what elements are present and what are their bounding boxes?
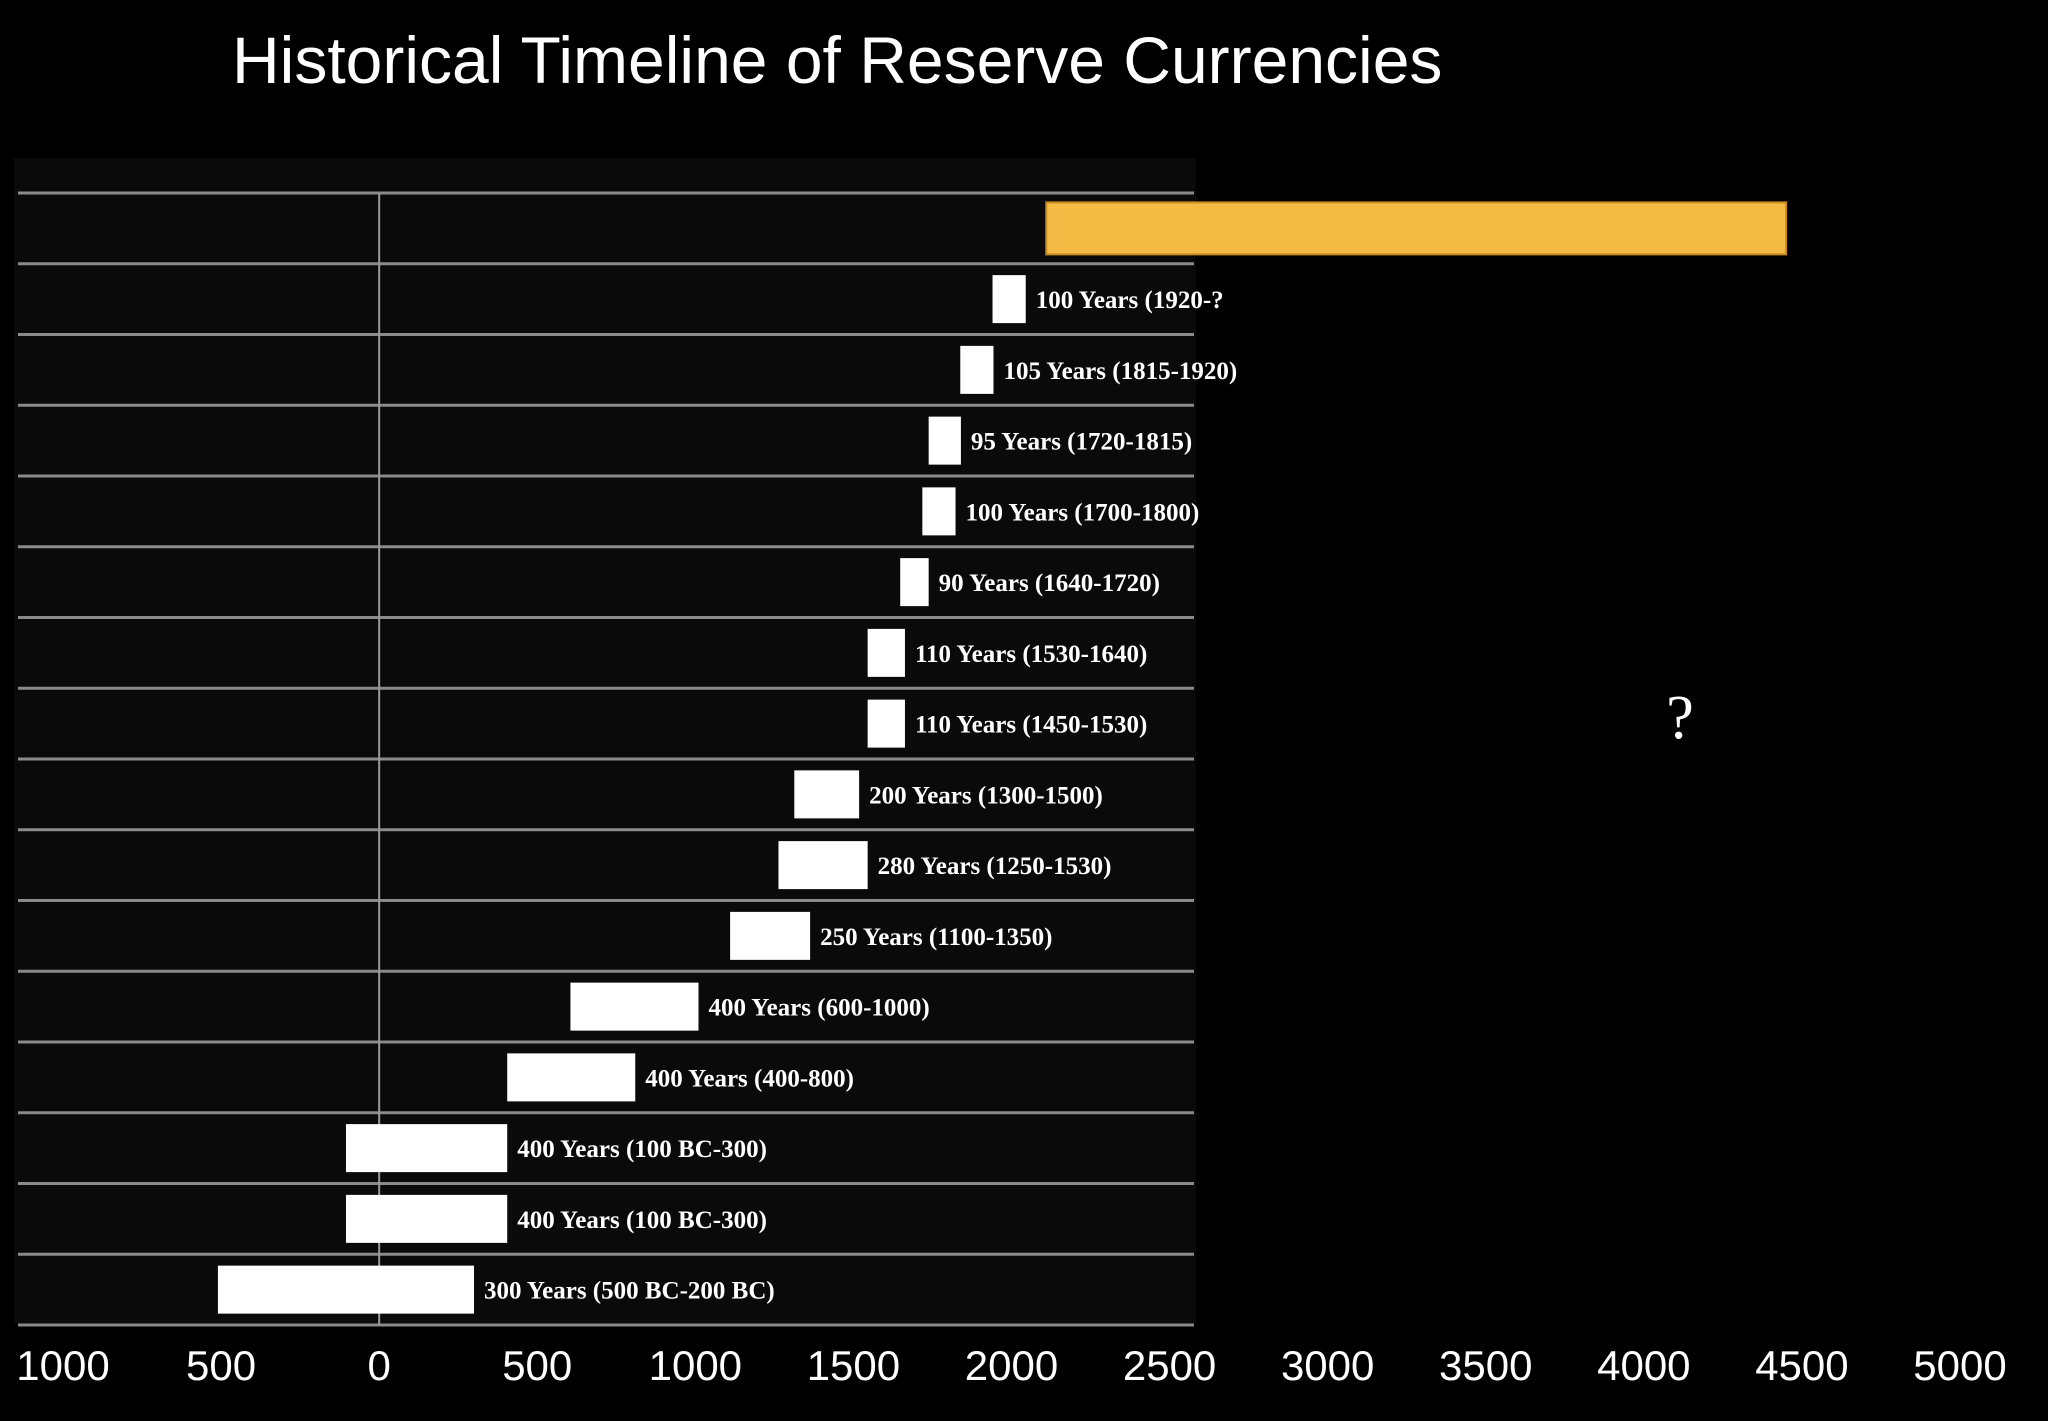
bar-label: 300 Years (500 BC-200 BC) <box>484 1278 775 1305</box>
bar-label: 95 Years (1720-1815) <box>971 429 1192 456</box>
x-tick-labels: 1000 500 0 500 1000 1500 2000 2500 3000 3500 4000 4… <box>16 1342 2006 1389</box>
x-tick-label: 3000 <box>1281 1342 1374 1389</box>
bar-labels-group: 100 Years (1920-? 105 Years (1815-1920) 95… <box>484 287 1237 1305</box>
timeline-bar <box>345 1124 508 1173</box>
timeline-bar <box>900 558 929 607</box>
bar-label: 280 Years (1250-1530) <box>878 853 1112 880</box>
chart-title: Historical Timeline of Reserve Currencie… <box>232 23 1443 97</box>
x-tick-label: 4500 <box>1755 1342 1848 1389</box>
timeline-bar <box>778 841 868 890</box>
bar-label: 100 Years (1700-1800) <box>966 499 1200 526</box>
timeline-bar <box>960 345 994 394</box>
bar-label: 110 Years (1530-1640) <box>915 641 1147 668</box>
highlight-bar <box>1045 201 1788 256</box>
bar-label: 400 Years (100 BC-300) <box>517 1136 767 1163</box>
bar-label: 200 Years (1300-1500) <box>869 782 1103 809</box>
x-tick-label: 500 <box>186 1342 256 1389</box>
bar-label: 400 Years (400-800) <box>645 1065 854 1092</box>
timeline-bar <box>867 628 905 677</box>
x-tick-label: 1500 <box>807 1342 900 1389</box>
x-tick-label: 0 <box>367 1342 390 1389</box>
question-mark-annotation: ? <box>1666 684 1694 752</box>
timeline-bar <box>217 1265 475 1314</box>
x-tick-label: 1000 <box>649 1342 742 1389</box>
bar-label: 90 Years (1640-1720) <box>939 570 1160 597</box>
bar-label: 400 Years (100 BC-300) <box>517 1207 767 1234</box>
bar-label: 250 Years (1100-1350) <box>820 924 1052 951</box>
timeline-bar <box>570 982 699 1031</box>
timeline-bar <box>794 770 860 819</box>
timeline-bar <box>345 1194 508 1243</box>
bars-group <box>217 201 1788 1314</box>
x-tick-label: 2000 <box>965 1342 1058 1389</box>
bar-label: 100 Years (1920-? <box>1036 287 1224 314</box>
bar-label: 105 Years (1815-1920) <box>1003 358 1237 385</box>
row-separators <box>18 191 1194 1327</box>
bar-label: 110 Years (1450-1530) <box>915 712 1147 739</box>
timeline-bar <box>507 1053 636 1102</box>
x-tick-label: 500 <box>502 1342 572 1389</box>
x-tick-label: 2500 <box>1123 1342 1216 1389</box>
timeline-bar <box>992 275 1026 324</box>
timeline-bar <box>867 699 905 748</box>
timeline-bar <box>922 487 956 536</box>
plot-panel <box>14 158 1196 1324</box>
x-tick-label: 3500 <box>1439 1342 1532 1389</box>
timeline-bar <box>928 416 961 465</box>
x-tick-label: 4000 <box>1597 1342 1690 1389</box>
x-tick-label: 5000 <box>1913 1342 2006 1389</box>
bar-label: 400 Years (600-1000) <box>708 995 929 1022</box>
x-tick-label: 1000 <box>16 1342 109 1389</box>
timeline-bar <box>730 911 811 960</box>
